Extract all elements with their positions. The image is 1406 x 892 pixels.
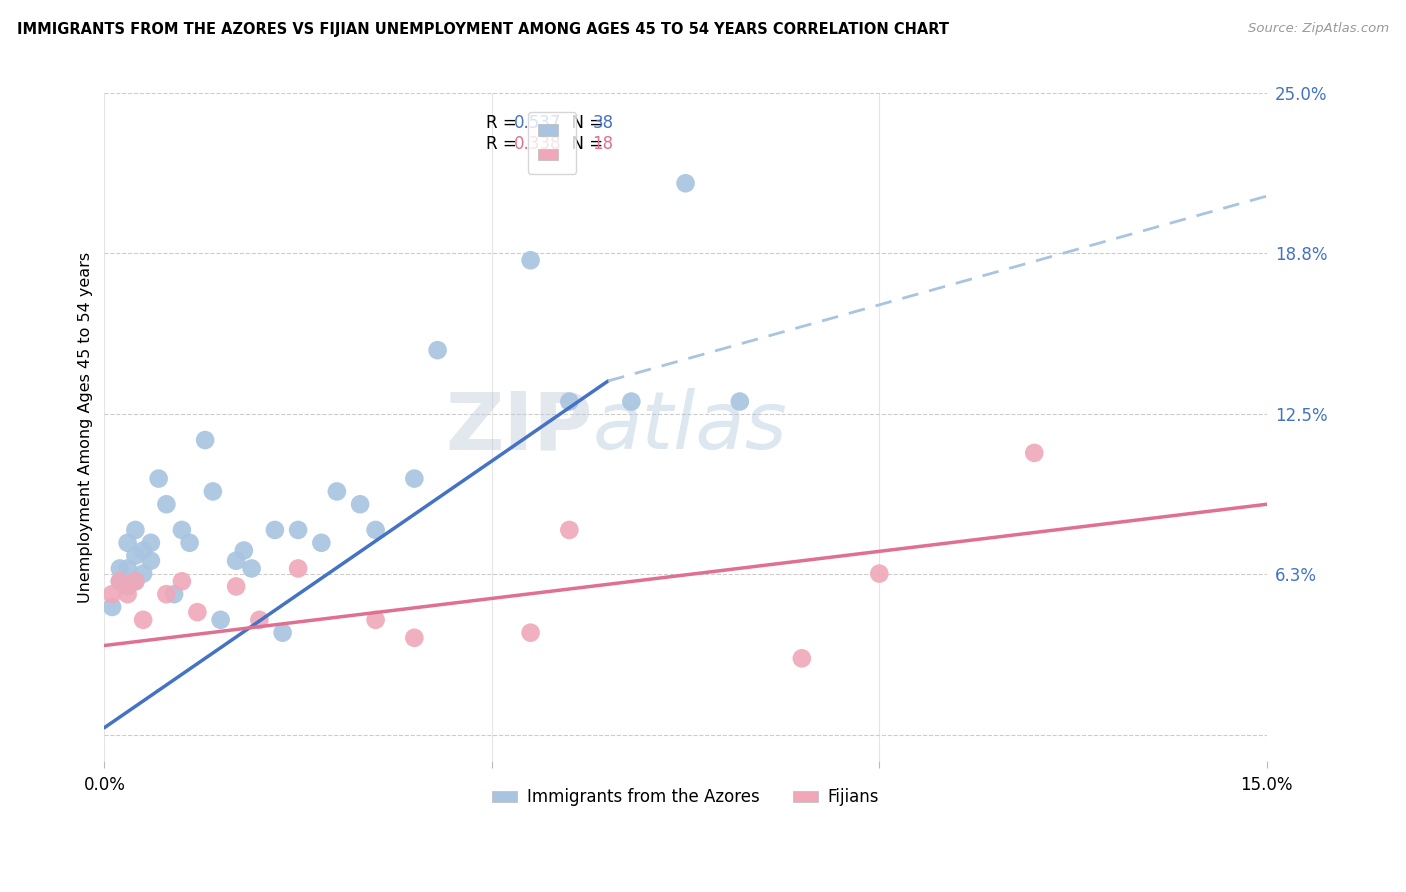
- Point: [139, 536, 162, 550]
- Point: [728, 394, 751, 409]
- Point: [101, 599, 124, 614]
- Point: [132, 566, 155, 581]
- Point: [155, 497, 177, 511]
- Point: [326, 484, 349, 499]
- Point: [404, 472, 426, 486]
- Point: [124, 574, 146, 589]
- Point: [117, 561, 139, 575]
- Point: [519, 625, 541, 640]
- Point: [108, 574, 131, 589]
- Point: [1024, 446, 1046, 460]
- Text: R =: R =: [485, 135, 522, 153]
- Point: [868, 566, 890, 581]
- Point: [225, 579, 247, 593]
- Text: 18: 18: [592, 135, 613, 153]
- Point: [108, 574, 131, 589]
- Point: [170, 523, 193, 537]
- Point: [124, 574, 146, 589]
- Text: Source: ZipAtlas.com: Source: ZipAtlas.com: [1249, 22, 1389, 36]
- Point: [349, 497, 371, 511]
- Point: [271, 625, 294, 640]
- Point: [101, 587, 124, 601]
- Point: [170, 574, 193, 589]
- Point: [263, 523, 285, 537]
- Text: atlas: atlas: [592, 388, 787, 467]
- Point: [558, 394, 581, 409]
- Y-axis label: Unemployment Among Ages 45 to 54 years: Unemployment Among Ages 45 to 54 years: [79, 252, 93, 603]
- Point: [124, 523, 146, 537]
- Point: [108, 561, 131, 575]
- Point: [247, 613, 270, 627]
- Legend: Immigrants from the Azores, Fijians: Immigrants from the Azores, Fijians: [485, 781, 886, 813]
- Text: R =: R =: [485, 114, 522, 132]
- Point: [311, 536, 333, 550]
- Point: [117, 587, 139, 601]
- Text: ZIP: ZIP: [446, 388, 592, 467]
- Point: [179, 536, 201, 550]
- Point: [194, 433, 217, 447]
- Text: 0.338: 0.338: [513, 135, 561, 153]
- Point: [132, 543, 155, 558]
- Text: N =: N =: [561, 135, 609, 153]
- Point: [364, 613, 387, 627]
- Point: [117, 579, 139, 593]
- Point: [163, 587, 186, 601]
- Point: [675, 176, 697, 190]
- Point: [201, 484, 224, 499]
- Point: [139, 554, 162, 568]
- Point: [519, 253, 541, 268]
- Point: [364, 523, 387, 537]
- Point: [404, 631, 426, 645]
- Point: [209, 613, 232, 627]
- Text: 38: 38: [592, 114, 613, 132]
- Point: [790, 651, 813, 665]
- Point: [132, 613, 155, 627]
- Point: [287, 561, 309, 575]
- Point: [232, 543, 254, 558]
- Point: [124, 549, 146, 563]
- Point: [117, 536, 139, 550]
- Point: [287, 523, 309, 537]
- Text: 0.537: 0.537: [513, 114, 561, 132]
- Point: [186, 605, 208, 619]
- Point: [240, 561, 263, 575]
- Point: [155, 587, 177, 601]
- Text: IMMIGRANTS FROM THE AZORES VS FIJIAN UNEMPLOYMENT AMONG AGES 45 TO 54 YEARS CORR: IMMIGRANTS FROM THE AZORES VS FIJIAN UNE…: [17, 22, 949, 37]
- Point: [225, 554, 247, 568]
- Text: N =: N =: [561, 114, 609, 132]
- Point: [426, 343, 449, 358]
- Point: [148, 472, 170, 486]
- Point: [558, 523, 581, 537]
- Point: [620, 394, 643, 409]
